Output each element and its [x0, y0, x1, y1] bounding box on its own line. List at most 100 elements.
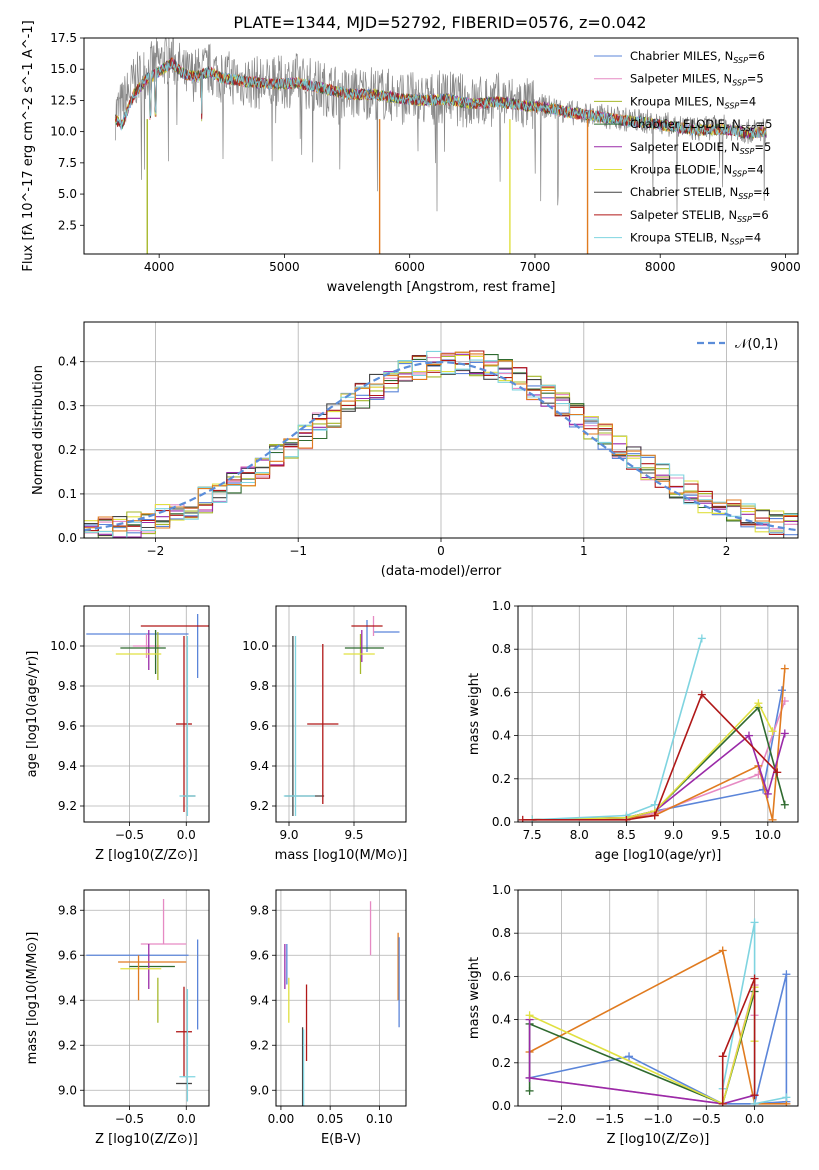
plot-area: [525, 918, 791, 1106]
x-tick-label: 2: [723, 544, 731, 558]
y-tick-label: 9.8: [250, 679, 269, 693]
y-tick-label: 0.0: [492, 815, 511, 829]
y-axis-label: mass [log10(M/M⊙)]: [25, 932, 40, 1065]
y-tick-label: 9.8: [58, 903, 77, 917]
x-tick-label: −2: [147, 544, 165, 558]
weight-line-5: [532, 701, 774, 821]
plot-area: [86, 899, 199, 1102]
x-tick-label: −1.0: [643, 1112, 672, 1126]
y-tick-label: 0.2: [492, 772, 511, 786]
x-tick-label: 0.0: [177, 1112, 196, 1126]
weight-marker: [780, 729, 789, 738]
axes-frame: [83, 321, 799, 539]
weight-marker: [763, 789, 772, 798]
weight-marker: [625, 1052, 634, 1061]
legend-label: Chabrier MILES, NSSP=6: [630, 49, 765, 65]
x-axis-label: Z [log10(Z/Z⊙)]: [95, 1132, 198, 1147]
y-tick-label: 10.0: [50, 125, 77, 139]
y-tick-label: 9.8: [58, 679, 77, 693]
weight-line-9: [529, 949, 787, 1105]
weight-marker: [525, 1073, 534, 1082]
errorbar-point: [176, 986, 192, 1077]
x-axis-label: age [log10(age/yr)]: [595, 848, 722, 863]
weight-line-7: [522, 693, 778, 821]
axes-frame: [83, 605, 210, 823]
x-axis-label: (data-model)/error: [381, 564, 502, 579]
histogram-9: [84, 351, 798, 538]
x-tick-label: −2.0: [547, 1112, 576, 1126]
x-axis-label: wavelength [Angstrom, rest frame]: [327, 280, 556, 295]
weight-line-3: [532, 705, 786, 821]
legend-label: Salpeter ELODIE, NSSP=5: [630, 140, 771, 156]
legend-label: Chabrier STELIB, NSSP=4: [630, 185, 770, 201]
y-tick-label: 15.0: [50, 62, 77, 76]
x-tick-label: 9.5: [344, 828, 363, 842]
weight-marker: [697, 634, 706, 643]
x-tick-label: −1.5: [595, 1112, 624, 1126]
y-axis-label: Flux [fλ 10^-17 erg cm^-2 s^-1 A^-1]: [21, 20, 36, 271]
axes-frame: [517, 889, 799, 1107]
weight-marker: [750, 974, 759, 983]
plot-area: [518, 634, 789, 822]
errorbar-point: [176, 636, 192, 812]
legend-label: Chabrier ELODIE, NSSP=5: [630, 117, 772, 133]
weight-marker: [750, 918, 759, 927]
panel-mass_vs_Z: −0.5 0.0 9.0 9.2 9.4 9.6 9.8 Z [log10(Z/Z⊙)] mas…: [25, 889, 210, 1147]
x-tick-label: 9000: [770, 260, 801, 274]
y-tick-label: 0.4: [492, 729, 511, 743]
axes-frame: [83, 37, 799, 255]
weight-line-5: [529, 986, 756, 1105]
x-tick-label: −0.5: [115, 1112, 144, 1126]
x-tick-label: 0.10: [366, 1112, 393, 1126]
x-axis-label: E(B-V): [321, 1132, 361, 1147]
y-tick-label: 9.2: [58, 799, 77, 813]
x-tick-label: −0.5: [692, 1112, 721, 1126]
weight-marker: [768, 815, 777, 822]
x-tick-label: 9.0: [279, 828, 298, 842]
y-tick-label: 17.5: [50, 31, 77, 45]
weight-marker: [518, 815, 527, 822]
weight-marker: [650, 811, 659, 820]
weight-marker: [750, 1099, 759, 1106]
x-tick-label: 10.0: [754, 828, 781, 842]
x-tick-label: 0.0: [745, 1112, 764, 1126]
y-tick-label: 9.2: [58, 1038, 77, 1052]
axes-frame: [275, 889, 407, 1107]
legend-label: 𝒩(0,1): [735, 337, 778, 352]
y-tick-label: 12.5: [50, 93, 77, 107]
axes-frame: [275, 605, 407, 823]
y-tick-label: 0.8: [492, 926, 511, 940]
weight-line-1: [529, 984, 756, 1105]
y-tick-label: 0.0: [58, 531, 77, 545]
legend-label: Salpeter MILES, NSSP=5: [630, 72, 764, 88]
weight-marker: [768, 727, 777, 736]
y-axis-label: mass weight: [467, 673, 482, 755]
y-tick-label: 0.6: [492, 685, 511, 699]
y-tick-label: 5.0: [58, 187, 77, 201]
y-tick-label: 1.0: [492, 599, 511, 613]
weight-line-0: [532, 690, 783, 821]
y-tick-label: 9.0: [250, 1083, 269, 1097]
legend-label: Kroupa STELIB, NSSP=4: [630, 231, 761, 247]
normal-curve: [84, 360, 798, 532]
weight-line-7: [721, 978, 756, 1104]
y-tick-label: 9.4: [58, 993, 77, 1007]
y-axis-label: age [log10(age/yr)]: [25, 651, 40, 778]
y-tick-label: 2.5: [58, 218, 77, 232]
x-tick-label: 8.5: [617, 828, 636, 842]
x-tick-label: 6000: [394, 260, 425, 274]
x-tick-label: 0: [437, 544, 445, 558]
figure-title: PLATE=1344, MJD=52792, FIBERID=0576, z=0…: [233, 13, 646, 32]
weight-marker: [773, 768, 782, 777]
x-tick-label: 8000: [645, 260, 676, 274]
y-axis-label: mass weight: [467, 957, 482, 1039]
y-tick-label: 9.4: [250, 993, 269, 1007]
x-tick-label: 9.5: [711, 828, 730, 842]
x-tick-label: −1: [289, 544, 307, 558]
weight-line-9: [532, 668, 786, 821]
weight-line-3: [528, 991, 756, 1105]
panel-age_vs_Z: −0.5 0.0 9.2 9.4 9.6 9.8 10.0 Z [log10(Z/Z⊙)] ag…: [25, 605, 210, 863]
y-tick-label: 9.4: [58, 759, 77, 773]
weight-marker: [718, 1052, 727, 1061]
